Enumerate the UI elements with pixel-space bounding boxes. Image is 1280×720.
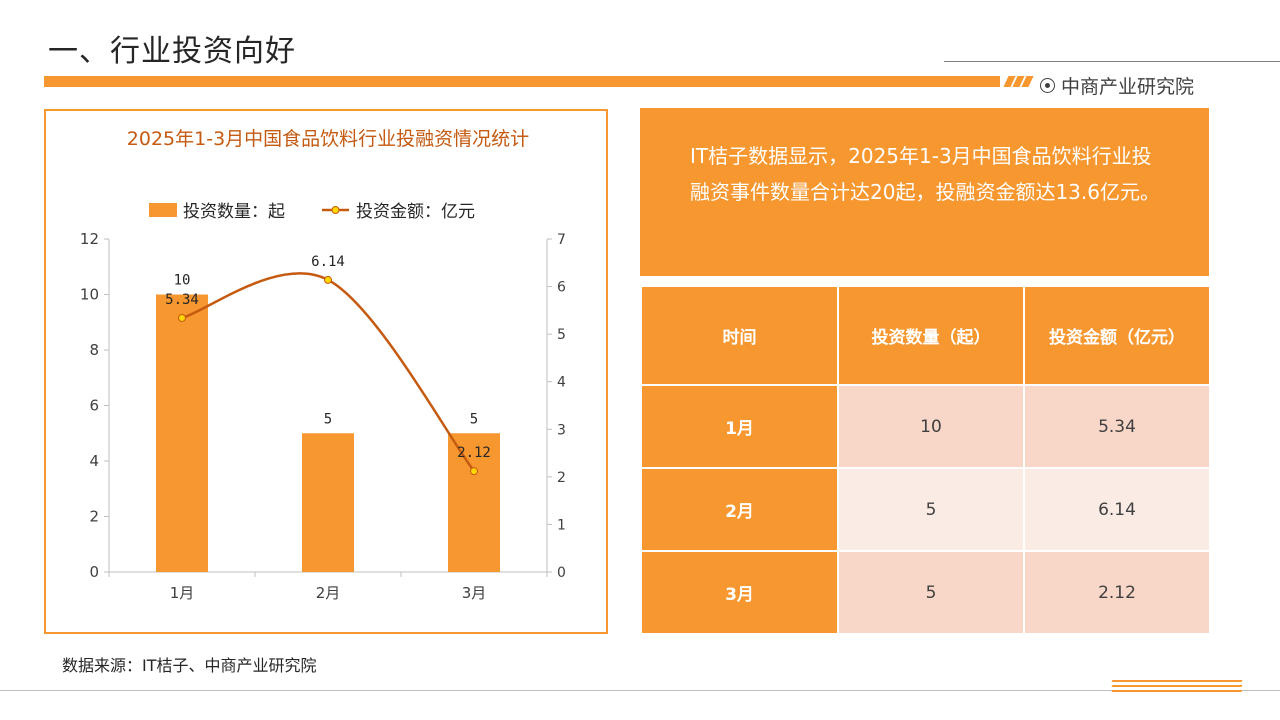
table-cell-count: 5: [837, 467, 1025, 552]
y-tick-label-right: 7: [557, 232, 566, 248]
line-data-label: 6.14: [311, 254, 345, 270]
legend-line-marker: [331, 206, 340, 214]
line-point: [178, 313, 186, 322]
y-tick-label-left: 0: [89, 563, 99, 581]
brand-circle-icon: [1040, 78, 1055, 93]
page-title: 一、行业投资向好: [48, 34, 296, 69]
line-data-label: 5.34: [165, 292, 199, 308]
x-tick-label: 2月: [316, 584, 341, 602]
table-row: 3月 5 2.12: [640, 550, 1211, 635]
y-tick-label-left: 10: [80, 286, 99, 304]
footer-line: [0, 690, 1280, 691]
bar-data-label: 10: [174, 273, 191, 289]
bar-data-label: 5: [470, 411, 478, 427]
title-stripes: [1002, 76, 1034, 87]
legend-bar-label: 投资数量：起: [183, 202, 285, 222]
data-table: 时间 投资数量（起） 投资金额（亿元） 1月 10 5.34 2月 5 6.14…: [640, 285, 1211, 635]
table-cell-count: 5: [837, 550, 1025, 635]
table-cell-month: 2月: [640, 467, 839, 552]
line-point: [470, 467, 478, 476]
line-data-label: 2.12: [457, 445, 491, 461]
table-header-amount: 投资金额（亿元）: [1023, 285, 1211, 386]
bar-data-label: 5: [324, 411, 332, 427]
y-tick-label-right: 5: [557, 327, 566, 343]
bar: [448, 433, 500, 572]
y-tick-label-left: 4: [89, 452, 99, 470]
y-tick-label-right: 1: [557, 517, 566, 533]
summary-box: IT桔子数据显示，2025年1-3月中国食品饮料行业投融资事件数量合计达20起，…: [640, 108, 1209, 276]
y-tick-label-left: 6: [89, 397, 99, 415]
table-header-count: 投资数量（起）: [837, 285, 1025, 386]
table-row: 1月 10 5.34: [640, 384, 1211, 469]
footer-stripes: [1111, 679, 1243, 693]
chart-title: 2025年1-3月中国食品饮料行业投融资情况统计: [127, 128, 529, 150]
y-tick-label-left: 12: [80, 230, 99, 248]
y-tick-label-right: 2: [557, 470, 566, 486]
y-tick-label-right: 0: [557, 565, 566, 581]
table-header-time: 时间: [640, 285, 839, 386]
title-accent-bar: [44, 76, 1000, 87]
brand-logo: 中商产业研究院: [1040, 72, 1194, 99]
table-cell-amount: 2.12: [1023, 550, 1211, 635]
legend-bar-swatch: [149, 203, 177, 217]
y-tick-label-right: 3: [557, 422, 566, 438]
y-tick-label-right: 4: [557, 375, 566, 391]
y-tick-label-left: 2: [89, 508, 99, 526]
brand-name: 中商产业研究院: [1061, 76, 1195, 98]
bar: [156, 294, 208, 572]
x-tick-label: 3月: [462, 584, 487, 602]
table-cell-count: 10: [837, 384, 1025, 469]
table-cell-month: 3月: [640, 550, 839, 635]
legend-line-label: 投资金额：亿元: [356, 202, 475, 222]
table-header-row: 时间 投资数量（起） 投资金额（亿元）: [640, 285, 1211, 386]
data-source: 数据来源：IT桔子、中商产业研究院: [62, 656, 317, 675]
y-tick-label-right: 6: [557, 280, 566, 296]
table-cell-amount: 5.34: [1023, 384, 1211, 469]
table-cell-month: 1月: [640, 384, 839, 469]
bar: [302, 433, 354, 572]
table-row: 2月 5 6.14: [640, 467, 1211, 552]
chart-panel: 2025年1-3月中国食品饮料行业投融资情况统计投资数量：起 投资金额：亿元 0 2 4…: [44, 109, 608, 634]
table-cell-amount: 6.14: [1023, 467, 1211, 552]
header-divider-line: [944, 61, 1280, 62]
y-tick-label-left: 8: [89, 341, 99, 359]
line-point: [324, 275, 332, 284]
x-tick-label: 1月: [170, 584, 195, 602]
